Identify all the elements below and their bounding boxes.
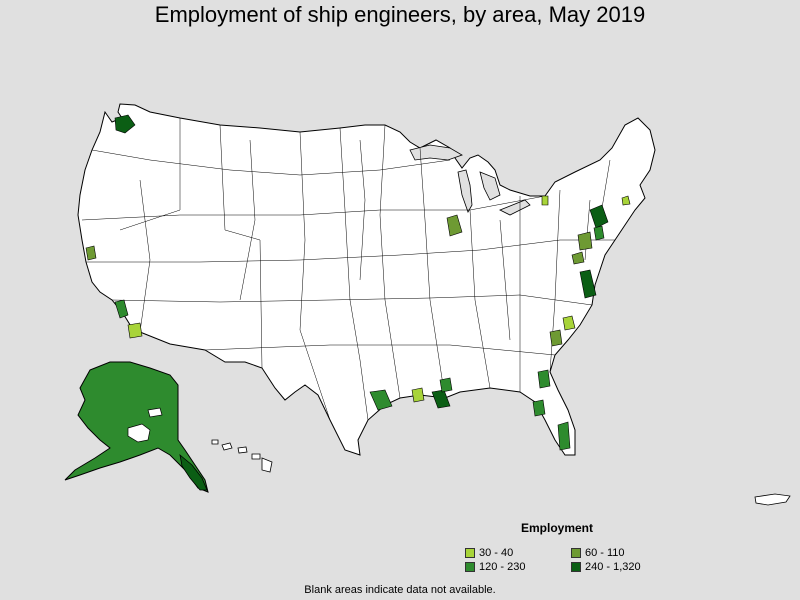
legend-label: 240 - 1,320 xyxy=(585,561,641,573)
area-houston xyxy=(369,389,393,411)
lake-erie xyxy=(499,199,531,216)
legend-item-120-230: 120 - 230 xyxy=(465,561,525,573)
highlighted-areas xyxy=(85,114,631,451)
legend-swatch xyxy=(571,562,581,572)
area-mobile xyxy=(439,377,453,393)
area-baltimore xyxy=(571,251,585,265)
area-wilmington xyxy=(562,315,576,331)
legend-label: 30 - 40 xyxy=(479,547,514,559)
area-norfolk xyxy=(579,269,597,299)
area-tampa xyxy=(532,399,546,417)
area-chicago xyxy=(446,214,463,237)
area-philly xyxy=(577,231,593,251)
legend-title: Employment xyxy=(521,521,594,535)
area-ri xyxy=(621,195,631,206)
lake-superior xyxy=(409,144,463,161)
legend-item-30-40: 30 - 40 xyxy=(465,547,513,559)
area-la xyxy=(114,299,129,319)
area-lake-charles xyxy=(411,387,425,403)
area-new-orleans xyxy=(431,389,451,409)
area-seattle xyxy=(114,114,136,134)
area-miami xyxy=(557,421,571,451)
legend-swatch xyxy=(571,548,581,558)
lake-michigan xyxy=(457,169,473,213)
alaska-blank-area xyxy=(127,423,151,443)
alaska-blank-area-2 xyxy=(147,407,163,418)
puerto-rico xyxy=(754,493,791,506)
footnote: Blank areas indicate data not available. xyxy=(304,584,496,596)
alaska-panhandle-dark xyxy=(179,453,208,491)
area-jacksonville xyxy=(537,369,551,389)
area-charleston xyxy=(549,329,563,347)
legend-item-240-1320: 240 - 1,320 xyxy=(571,561,641,573)
contiguous-us xyxy=(77,103,656,456)
area-boundaries xyxy=(81,118,615,421)
map-title: Employment of ship engineers, by area, M… xyxy=(154,2,646,27)
area-nyc xyxy=(589,204,609,229)
area-buffalo xyxy=(541,195,549,206)
area-sd xyxy=(127,322,143,339)
lake-huron xyxy=(479,171,501,201)
legend-item-60-110: 60 - 110 xyxy=(571,547,625,559)
legend-label: 60 - 110 xyxy=(585,547,625,559)
area-nj xyxy=(593,225,605,241)
legend-swatch xyxy=(465,548,475,558)
area-sf xyxy=(85,245,97,261)
hawaii xyxy=(211,439,273,473)
legend-label: 120 - 230 xyxy=(479,561,526,573)
legend-swatch xyxy=(465,562,475,572)
